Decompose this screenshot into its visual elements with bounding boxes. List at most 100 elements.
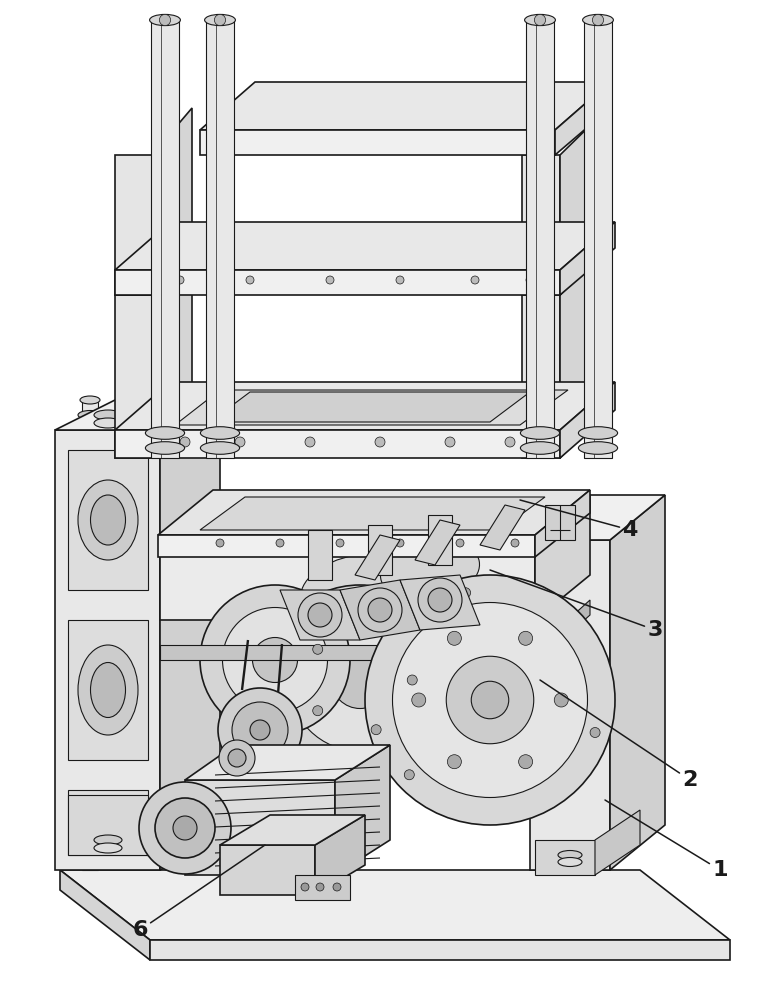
- Circle shape: [331, 652, 388, 708]
- Polygon shape: [115, 382, 615, 430]
- Circle shape: [159, 14, 171, 26]
- Circle shape: [365, 575, 615, 825]
- Polygon shape: [560, 248, 608, 458]
- Circle shape: [333, 883, 341, 891]
- Polygon shape: [340, 580, 420, 640]
- Ellipse shape: [381, 539, 480, 601]
- Ellipse shape: [301, 554, 419, 626]
- Polygon shape: [428, 515, 452, 565]
- Ellipse shape: [150, 14, 181, 26]
- Polygon shape: [560, 222, 615, 295]
- Circle shape: [228, 749, 246, 767]
- Polygon shape: [200, 82, 610, 130]
- Ellipse shape: [145, 427, 185, 439]
- Polygon shape: [368, 525, 392, 575]
- Circle shape: [511, 539, 519, 547]
- Polygon shape: [151, 20, 179, 458]
- Polygon shape: [200, 130, 555, 155]
- Polygon shape: [160, 495, 590, 540]
- Polygon shape: [535, 840, 595, 875]
- Polygon shape: [68, 620, 148, 760]
- Ellipse shape: [521, 427, 560, 439]
- Circle shape: [375, 437, 385, 447]
- Circle shape: [371, 725, 381, 735]
- Circle shape: [404, 770, 414, 780]
- Polygon shape: [210, 392, 530, 422]
- Ellipse shape: [201, 442, 240, 454]
- Ellipse shape: [583, 14, 614, 26]
- Circle shape: [592, 14, 604, 26]
- Polygon shape: [158, 490, 590, 535]
- Circle shape: [518, 631, 533, 645]
- Ellipse shape: [78, 645, 138, 735]
- Ellipse shape: [78, 480, 138, 560]
- Ellipse shape: [558, 550, 582, 560]
- Text: 4: 4: [520, 500, 638, 540]
- Polygon shape: [560, 382, 615, 458]
- Ellipse shape: [205, 14, 235, 26]
- Polygon shape: [560, 108, 608, 295]
- Circle shape: [471, 681, 509, 719]
- Circle shape: [222, 607, 328, 712]
- Circle shape: [396, 276, 404, 284]
- Circle shape: [313, 706, 323, 716]
- Circle shape: [461, 588, 471, 598]
- Circle shape: [218, 688, 302, 772]
- Circle shape: [408, 675, 418, 685]
- Polygon shape: [175, 390, 568, 425]
- Ellipse shape: [94, 418, 122, 428]
- Circle shape: [176, 276, 184, 284]
- Circle shape: [518, 755, 533, 769]
- Polygon shape: [295, 875, 350, 900]
- Polygon shape: [55, 400, 220, 430]
- Ellipse shape: [558, 850, 582, 859]
- Circle shape: [396, 539, 404, 547]
- Circle shape: [316, 883, 324, 891]
- Circle shape: [428, 588, 452, 612]
- Circle shape: [173, 816, 197, 840]
- Ellipse shape: [201, 427, 240, 439]
- Polygon shape: [400, 575, 480, 630]
- Polygon shape: [335, 745, 390, 875]
- Circle shape: [411, 693, 426, 707]
- Polygon shape: [280, 590, 360, 640]
- Circle shape: [471, 276, 479, 284]
- Polygon shape: [160, 645, 540, 660]
- Circle shape: [554, 693, 568, 707]
- Circle shape: [216, 539, 224, 547]
- Ellipse shape: [94, 843, 122, 853]
- Ellipse shape: [521, 442, 560, 454]
- Circle shape: [235, 437, 245, 447]
- Circle shape: [288, 609, 431, 751]
- Polygon shape: [415, 520, 460, 565]
- Circle shape: [534, 14, 545, 26]
- Polygon shape: [480, 505, 525, 550]
- Ellipse shape: [578, 427, 618, 439]
- Circle shape: [368, 598, 392, 622]
- Polygon shape: [115, 155, 152, 295]
- Text: 6: 6: [132, 845, 265, 940]
- Polygon shape: [68, 795, 148, 855]
- Ellipse shape: [558, 857, 582, 866]
- Circle shape: [446, 656, 534, 744]
- Circle shape: [252, 638, 298, 682]
- Text: 2: 2: [540, 680, 697, 790]
- Circle shape: [418, 578, 462, 622]
- Ellipse shape: [78, 410, 102, 420]
- Polygon shape: [160, 400, 220, 870]
- Polygon shape: [355, 535, 400, 580]
- Polygon shape: [522, 155, 560, 295]
- Ellipse shape: [94, 410, 122, 420]
- Circle shape: [246, 276, 254, 284]
- Polygon shape: [200, 497, 545, 530]
- Polygon shape: [160, 540, 535, 620]
- Polygon shape: [68, 790, 148, 855]
- Ellipse shape: [80, 396, 100, 404]
- Circle shape: [276, 539, 284, 547]
- Polygon shape: [526, 20, 554, 458]
- Circle shape: [392, 602, 588, 798]
- Polygon shape: [152, 108, 192, 295]
- Ellipse shape: [578, 442, 618, 454]
- Circle shape: [590, 728, 600, 738]
- Polygon shape: [540, 600, 590, 660]
